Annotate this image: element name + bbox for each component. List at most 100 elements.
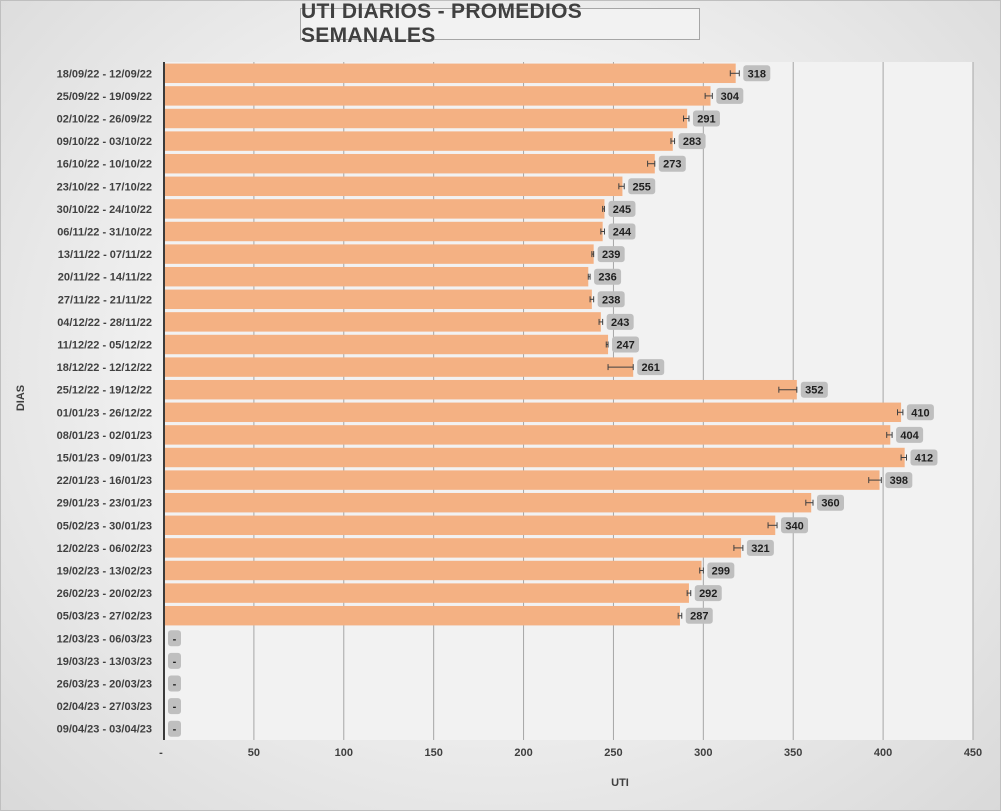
x-tick-labels: - 50 100 150 200 250 300 350 400 450 xyxy=(159,747,982,759)
category-label: 11/12/22 - 05/12/22 xyxy=(57,340,152,352)
data-label: 261 xyxy=(642,362,660,374)
data-label: 340 xyxy=(785,520,803,532)
data-label: 239 xyxy=(602,249,620,261)
x-tick-label: 50 xyxy=(248,747,260,759)
data-label-box xyxy=(885,472,913,489)
data-label: - xyxy=(173,679,177,691)
data-label-box xyxy=(692,110,720,127)
bar xyxy=(165,605,680,626)
data-label: 321 xyxy=(751,543,769,555)
data-label-box xyxy=(896,426,924,443)
data-label-box xyxy=(910,449,938,466)
x-tick-label: 200 xyxy=(514,747,532,759)
data-label: - xyxy=(173,724,177,736)
bar xyxy=(165,334,609,355)
x-axis-title: UTI xyxy=(611,777,629,789)
bar xyxy=(165,402,902,423)
category-label: 23/10/22 - 17/10/22 xyxy=(57,181,152,193)
data-label-box xyxy=(746,539,774,556)
category-label: 04/12/22 - 28/11/22 xyxy=(57,317,152,329)
plot-area xyxy=(164,62,973,740)
category-label: 30/10/22 - 24/10/22 xyxy=(57,204,152,216)
data-label: 318 xyxy=(748,68,766,80)
data-label: 273 xyxy=(663,159,681,171)
x-tick-label: 100 xyxy=(335,747,353,759)
category-label: 16/10/22 - 10/10/22 xyxy=(57,159,152,171)
data-label: - xyxy=(173,656,177,668)
data-label: 236 xyxy=(598,272,616,284)
bar xyxy=(165,176,623,197)
bar xyxy=(165,108,688,129)
bar xyxy=(165,425,891,445)
data-label-box xyxy=(612,336,640,353)
data-label: 291 xyxy=(697,114,715,126)
data-label-box xyxy=(637,359,665,376)
data-label-box xyxy=(816,494,844,511)
data-label: 299 xyxy=(712,566,730,578)
category-label: 25/12/22 - 19/12/22 xyxy=(57,385,152,397)
category-label: 19/03/23 - 13/03/23 xyxy=(57,656,152,668)
data-label-box xyxy=(168,630,181,647)
data-label-box xyxy=(168,720,181,737)
bar xyxy=(165,153,655,174)
data-label: 245 xyxy=(613,204,631,216)
data-label-box xyxy=(168,698,181,715)
category-label: 01/01/23 - 26/12/22 xyxy=(57,407,152,419)
category-label: 09/04/23 - 03/04/23 xyxy=(57,724,152,736)
bar xyxy=(165,538,742,558)
data-label-box xyxy=(168,675,181,692)
bar xyxy=(165,266,589,287)
category-label: 08/01/23 - 02/01/23 xyxy=(57,430,152,442)
x-tick-label: 450 xyxy=(964,747,982,759)
data-label: 404 xyxy=(900,430,919,442)
data-label: 287 xyxy=(690,611,708,623)
data-label: 243 xyxy=(611,317,629,329)
bar xyxy=(165,63,736,84)
error-bars xyxy=(587,70,907,619)
category-label: 19/02/23 - 13/02/23 xyxy=(57,566,152,578)
data-label-box xyxy=(608,223,636,240)
category-label: 09/10/22 - 03/10/22 xyxy=(57,136,152,148)
bar xyxy=(165,86,711,106)
data-label: 352 xyxy=(805,385,823,397)
x-tick-label: 250 xyxy=(604,747,622,759)
data-label-box xyxy=(597,291,625,308)
bar xyxy=(165,244,594,264)
x-tick-label: - xyxy=(159,747,163,759)
bar xyxy=(165,515,776,536)
bar xyxy=(165,379,797,400)
data-label-box xyxy=(743,65,771,82)
bar xyxy=(165,312,601,332)
bar xyxy=(165,199,605,219)
category-label: 29/01/23 - 23/01/23 xyxy=(57,498,152,510)
bar xyxy=(165,357,634,377)
category-label: 20/11/22 - 14/11/22 xyxy=(58,272,152,284)
data-label-box xyxy=(606,313,634,330)
data-label-box xyxy=(608,200,636,217)
category-label: 27/11/22 - 21/11/22 xyxy=(58,294,152,306)
data-label-box xyxy=(168,652,181,669)
bar xyxy=(165,289,592,310)
data-label-box xyxy=(800,381,828,398)
data-label: 292 xyxy=(699,588,717,600)
y-axis-title: DIAS xyxy=(15,385,27,411)
category-labels: 18/09/22 - 12/09/22 25/09/22 - 19/09/22 02… xyxy=(57,68,152,735)
data-label-box xyxy=(594,268,622,285)
data-label: 410 xyxy=(911,407,929,419)
data-label-box xyxy=(906,404,934,421)
data-label-box xyxy=(685,607,713,624)
data-label-box xyxy=(678,133,706,150)
data-label: 304 xyxy=(721,91,740,103)
category-label: 25/09/22 - 19/09/22 xyxy=(57,91,152,103)
category-label: 12/03/23 - 06/03/23 xyxy=(57,633,152,645)
bar xyxy=(165,492,812,513)
category-label: 12/02/23 - 06/02/23 xyxy=(57,543,152,555)
data-label-box xyxy=(694,585,722,602)
bar xyxy=(165,131,673,151)
category-label: 02/04/23 - 27/03/23 xyxy=(57,701,152,713)
data-label: - xyxy=(173,633,177,645)
bar xyxy=(165,560,702,581)
category-label: 06/11/22 - 31/10/22 xyxy=(57,227,152,239)
